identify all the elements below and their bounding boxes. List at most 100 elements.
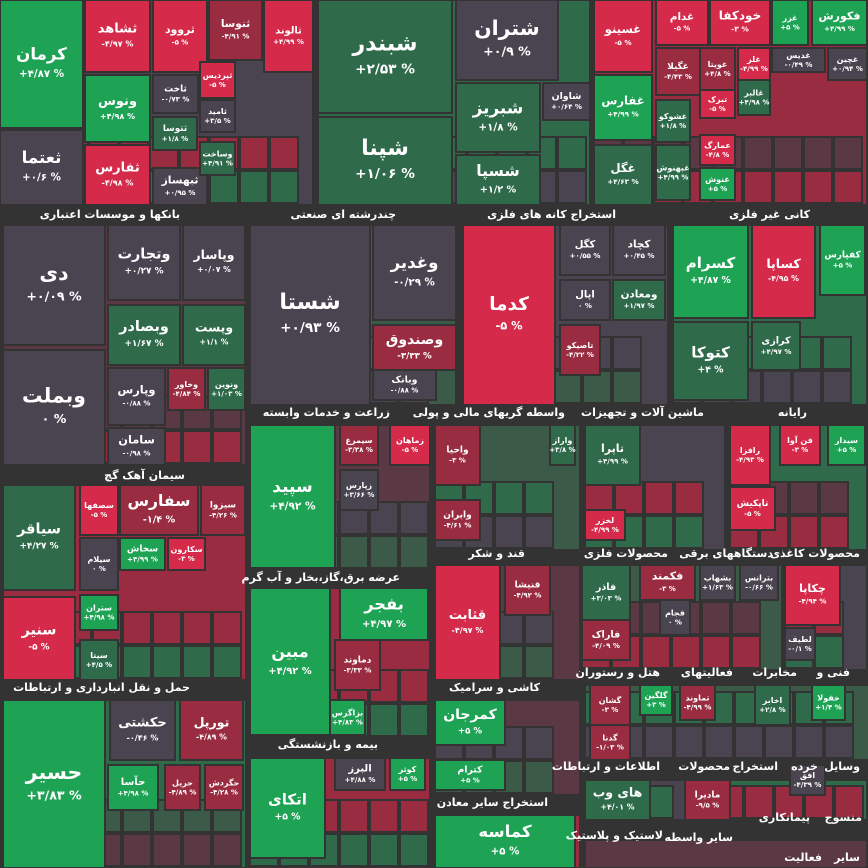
stock-tile[interactable] [334,757,386,791]
stock-tile[interactable] [612,224,666,276]
stock-tile[interactable] [372,369,437,401]
stock-tile[interactable] [2,699,106,868]
stock-tile[interactable] [152,116,198,151]
stock-tile[interactable] [107,304,181,366]
stock-tile[interactable] [119,484,199,536]
stock-tile[interactable] [751,224,816,319]
stock-tile[interactable] [434,564,501,681]
stock-tile[interactable] [329,699,366,736]
stock-tile[interactable] [672,321,749,401]
stock-tile[interactable] [779,424,821,466]
stock-tile[interactable] [789,764,826,796]
stock-tile[interactable] [549,424,576,466]
stock-tile[interactable] [107,367,166,426]
stock-tile[interactable] [119,537,166,571]
stock-tile[interactable] [827,424,866,466]
stock-tile[interactable] [109,699,176,761]
stock-tile[interactable] [739,564,779,601]
stock-tile[interactable] [249,587,331,736]
stock-tile[interactable] [200,484,246,536]
stock-tile[interactable] [784,564,841,626]
stock-tile[interactable] [655,0,709,46]
stock-tile[interactable] [204,764,244,811]
stock-tile[interactable] [729,486,776,531]
stock-tile[interactable] [2,484,76,591]
stock-tile[interactable] [107,764,159,811]
stock-tile[interactable] [207,367,246,411]
stock-tile[interactable] [389,424,431,466]
stock-tile[interactable] [199,141,236,176]
stock-tile[interactable] [754,684,791,726]
stock-tile[interactable] [771,47,826,73]
stock-tile[interactable] [434,759,506,791]
stock-tile[interactable] [593,144,653,206]
stock-tile[interactable] [672,224,749,319]
stock-tile[interactable] [199,99,236,133]
stock-tile[interactable] [0,0,84,129]
stock-tile[interactable] [771,0,809,46]
stock-tile[interactable] [659,599,691,636]
stock-tile[interactable] [434,424,481,486]
stock-tile[interactable] [107,224,181,301]
stock-tile[interactable] [589,724,631,761]
stock-tile[interactable] [339,424,379,466]
stock-tile[interactable] [827,47,868,81]
stock-tile[interactable] [339,469,379,511]
stock-tile[interactable] [455,154,541,206]
stock-tile[interactable] [84,74,151,143]
stock-tile[interactable] [542,82,591,121]
stock-tile[interactable] [317,116,453,206]
stock-tile[interactable] [152,74,199,114]
stock-tile[interactable] [699,89,736,119]
stock-tile[interactable] [107,427,166,466]
stock-tile[interactable] [737,79,771,116]
stock-tile[interactable] [182,224,246,301]
stock-tile[interactable] [84,144,151,206]
stock-tile[interactable] [167,537,206,571]
stock-tile[interactable] [581,564,631,621]
stock-tile[interactable] [584,779,651,821]
stock-tile[interactable] [2,596,76,681]
stock-tile[interactable] [79,594,119,631]
stock-tile[interactable] [372,224,457,321]
stock-tile[interactable] [504,564,551,616]
stock-tile[interactable] [434,814,576,868]
stock-tile[interactable] [462,224,556,406]
stock-tile[interactable] [679,684,716,721]
stock-tile[interactable] [559,224,611,276]
stock-tile[interactable] [263,0,314,73]
stock-tile[interactable] [729,424,771,486]
stock-tile[interactable] [249,757,326,859]
stock-tile[interactable] [581,619,631,661]
stock-tile[interactable] [208,0,263,61]
stock-tile[interactable] [79,537,119,591]
stock-tile[interactable] [167,367,206,411]
stock-tile[interactable] [584,424,641,486]
stock-tile[interactable] [655,144,691,201]
stock-tile[interactable] [389,757,426,791]
stock-tile[interactable] [455,82,541,153]
stock-tile[interactable] [339,587,429,641]
stock-tile[interactable] [593,74,653,141]
stock-tile[interactable] [639,684,673,716]
stock-tile[interactable] [593,0,653,73]
stock-tile[interactable] [589,684,631,726]
stock-tile[interactable] [372,324,457,371]
stock-tile[interactable] [751,321,801,371]
stock-tile[interactable] [317,0,453,114]
stock-tile[interactable] [79,484,119,536]
stock-tile[interactable] [434,499,481,541]
stock-tile[interactable] [334,639,381,691]
stock-tile[interactable] [811,684,846,721]
stock-tile[interactable] [182,304,246,366]
stock-tile[interactable] [152,167,208,206]
stock-tile[interactable] [0,129,84,206]
stock-tile[interactable] [709,0,771,46]
stock-tile[interactable] [249,424,336,569]
stock-tile[interactable] [179,699,244,761]
stock-tile[interactable] [2,224,106,346]
stock-tile[interactable] [699,134,736,166]
stock-tile[interactable] [455,0,559,81]
stock-tile[interactable] [152,0,208,73]
stock-tile[interactable] [559,279,611,321]
